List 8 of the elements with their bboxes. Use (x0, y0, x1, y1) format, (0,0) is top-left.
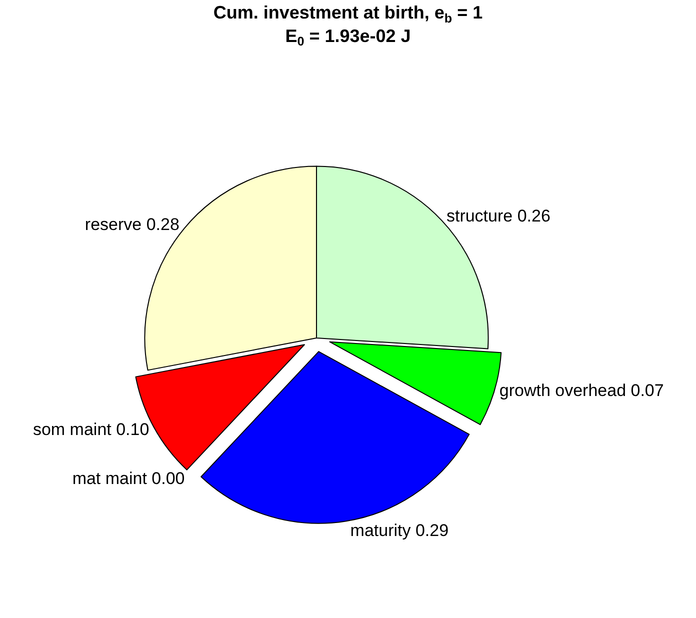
slice-label: reserve 0.28 (84, 215, 180, 234)
slice-label: som maint 0.10 (32, 420, 150, 440)
category-label: mat maint 0.00 (72, 468, 185, 488)
slice-label: maturity 0.29 (350, 520, 449, 540)
chart-title: Cum. investment at birth, e$_{b}$ = 1 (213, 2, 483, 26)
chart-subtitle: E$_{0}$ = 1.93e-02 J (285, 26, 411, 49)
slice-label: structure 0.26 (446, 206, 550, 226)
slice-label: growth overhead 0.07 (499, 380, 664, 400)
